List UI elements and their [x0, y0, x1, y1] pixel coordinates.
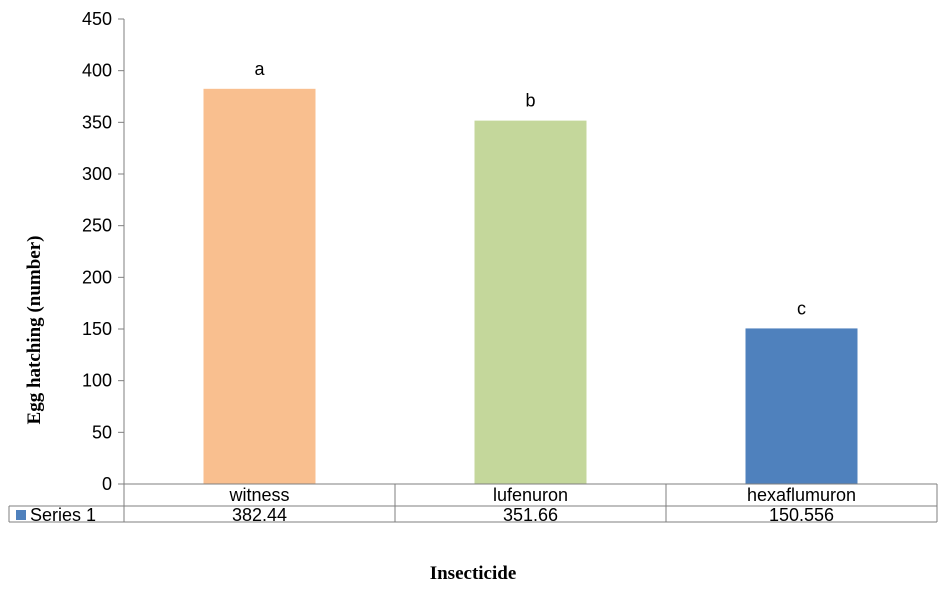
significance-letter: a: [254, 59, 265, 79]
legend-swatch: [16, 510, 26, 520]
significance-letter: b: [525, 91, 535, 111]
y-tick-label: 50: [92, 422, 112, 442]
category-label: lufenuron: [493, 485, 568, 505]
y-tick-label: 250: [82, 216, 112, 236]
y-tick-label: 400: [82, 61, 112, 81]
bar: [745, 328, 858, 484]
y-tick-label: 200: [82, 267, 112, 287]
y-axis: 0 50 100 150 200 250 300 350 400 450: [82, 9, 125, 494]
data-table-value: 382.44: [232, 505, 287, 525]
data-table-value: 351.66: [503, 505, 558, 525]
x-axis-title: Insecticide: [430, 563, 517, 584]
significance-letter: c: [797, 298, 806, 318]
y-tick-label: 350: [82, 112, 112, 132]
significance-letters: a b c: [254, 59, 806, 319]
y-tick-label: 450: [82, 9, 112, 29]
y-tick-label: 100: [82, 371, 112, 391]
y-tick-label: 0: [102, 474, 112, 494]
bar: [203, 88, 316, 484]
y-tick-label: 300: [82, 164, 112, 184]
data-table-value: 150.556: [769, 505, 834, 525]
category-label: hexaflumuron: [747, 485, 856, 505]
bars: [203, 88, 858, 485]
bar: [474, 120, 587, 485]
y-tick-label: 150: [82, 319, 112, 339]
legend-series-label: Series 1: [30, 505, 96, 525]
y-axis-title: Egg hatching (number): [24, 236, 45, 425]
category-label: witness: [228, 485, 289, 505]
